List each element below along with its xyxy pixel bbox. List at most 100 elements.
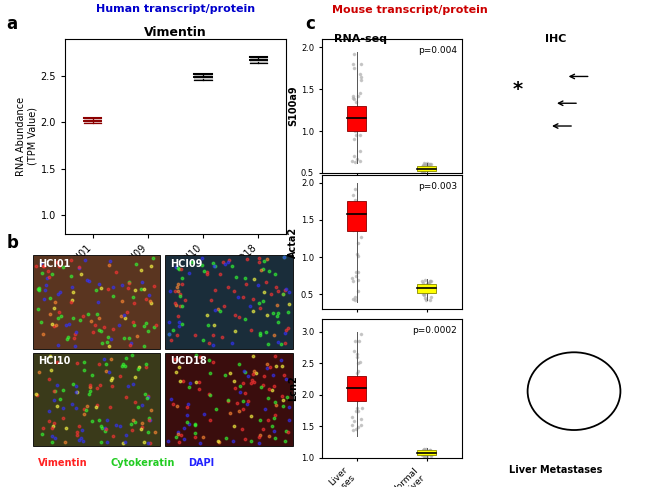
Point (352, 350, 362, 358)
Point (425, 277, 436, 285)
Text: RNA-seq: RNA-seq (334, 34, 387, 44)
Bar (165, 255, 292, 349)
Point (425, 165, 436, 173)
Point (355, 358, 365, 366)
Point (421, 296, 431, 303)
Point (356, 76, 367, 84)
Point (422, 447, 433, 454)
Point (351, 204, 361, 211)
Point (356, 331, 367, 338)
Point (352, 204, 363, 211)
Text: HCI10: HCI10 (38, 356, 70, 367)
Point (352, 396, 363, 404)
Point (352, 221, 362, 229)
Point (347, 413, 358, 421)
Point (420, 276, 430, 283)
Point (351, 131, 361, 139)
Text: Liver Metastases: Liver Metastases (509, 465, 603, 475)
Point (348, 426, 358, 433)
Title: Vimentin: Vimentin (144, 26, 207, 39)
Point (424, 166, 434, 173)
Text: a: a (6, 15, 18, 33)
Point (353, 368, 363, 375)
Point (352, 155, 363, 163)
Point (417, 450, 427, 458)
Point (356, 60, 366, 68)
Text: c: c (306, 15, 315, 33)
Bar (84, 119, 101, 122)
Bar (347, 201, 367, 231)
Point (417, 168, 428, 176)
Point (348, 375, 359, 382)
Point (424, 287, 434, 295)
Bar (165, 353, 292, 446)
Text: Human transcript/protein: Human transcript/protein (96, 3, 255, 14)
Text: *: * (513, 80, 523, 99)
Point (348, 226, 358, 234)
Text: b: b (6, 234, 18, 252)
Bar (194, 75, 212, 79)
Point (348, 278, 358, 285)
Point (417, 163, 427, 171)
Point (349, 417, 359, 425)
Bar (250, 57, 267, 62)
Point (352, 250, 362, 258)
Point (348, 60, 358, 68)
Point (426, 160, 436, 168)
Point (419, 159, 429, 167)
Point (352, 240, 363, 247)
Point (424, 447, 435, 454)
Point (425, 446, 436, 454)
Point (424, 280, 435, 287)
Point (424, 160, 435, 168)
Point (421, 288, 432, 296)
Point (422, 449, 432, 456)
Point (349, 158, 359, 166)
Point (354, 207, 365, 215)
Point (352, 384, 362, 392)
Point (424, 448, 434, 455)
Point (422, 166, 432, 173)
Text: Cytokeratin: Cytokeratin (111, 458, 175, 468)
Point (350, 337, 361, 345)
Point (350, 185, 360, 192)
Point (418, 162, 428, 170)
Point (422, 452, 432, 460)
Point (422, 162, 432, 170)
Point (348, 94, 359, 102)
Point (424, 277, 435, 284)
Text: p=0.003: p=0.003 (418, 182, 458, 191)
Point (418, 447, 428, 455)
Point (346, 157, 357, 165)
Point (418, 161, 428, 169)
Point (355, 147, 365, 155)
Point (419, 168, 430, 175)
Y-axis label: Lcn2: Lcn2 (288, 375, 298, 401)
Point (426, 451, 436, 459)
Point (349, 135, 359, 143)
Point (417, 286, 428, 294)
Text: p=0.0002: p=0.0002 (413, 326, 458, 335)
Bar (417, 284, 436, 293)
Text: p=0.004: p=0.004 (419, 46, 458, 55)
Point (354, 89, 365, 96)
Bar (32, 353, 160, 446)
Point (356, 74, 366, 81)
Point (352, 404, 362, 412)
Bar (417, 166, 436, 171)
Point (419, 294, 430, 302)
Point (426, 294, 437, 301)
Point (353, 287, 363, 295)
Bar (347, 376, 367, 401)
Point (350, 127, 360, 135)
Point (347, 421, 358, 429)
Point (422, 449, 432, 457)
Point (424, 160, 434, 168)
Bar (347, 106, 367, 131)
Point (419, 164, 429, 172)
Point (355, 131, 365, 139)
Point (351, 407, 361, 415)
Point (349, 94, 359, 102)
Point (350, 196, 361, 204)
Point (420, 160, 430, 168)
